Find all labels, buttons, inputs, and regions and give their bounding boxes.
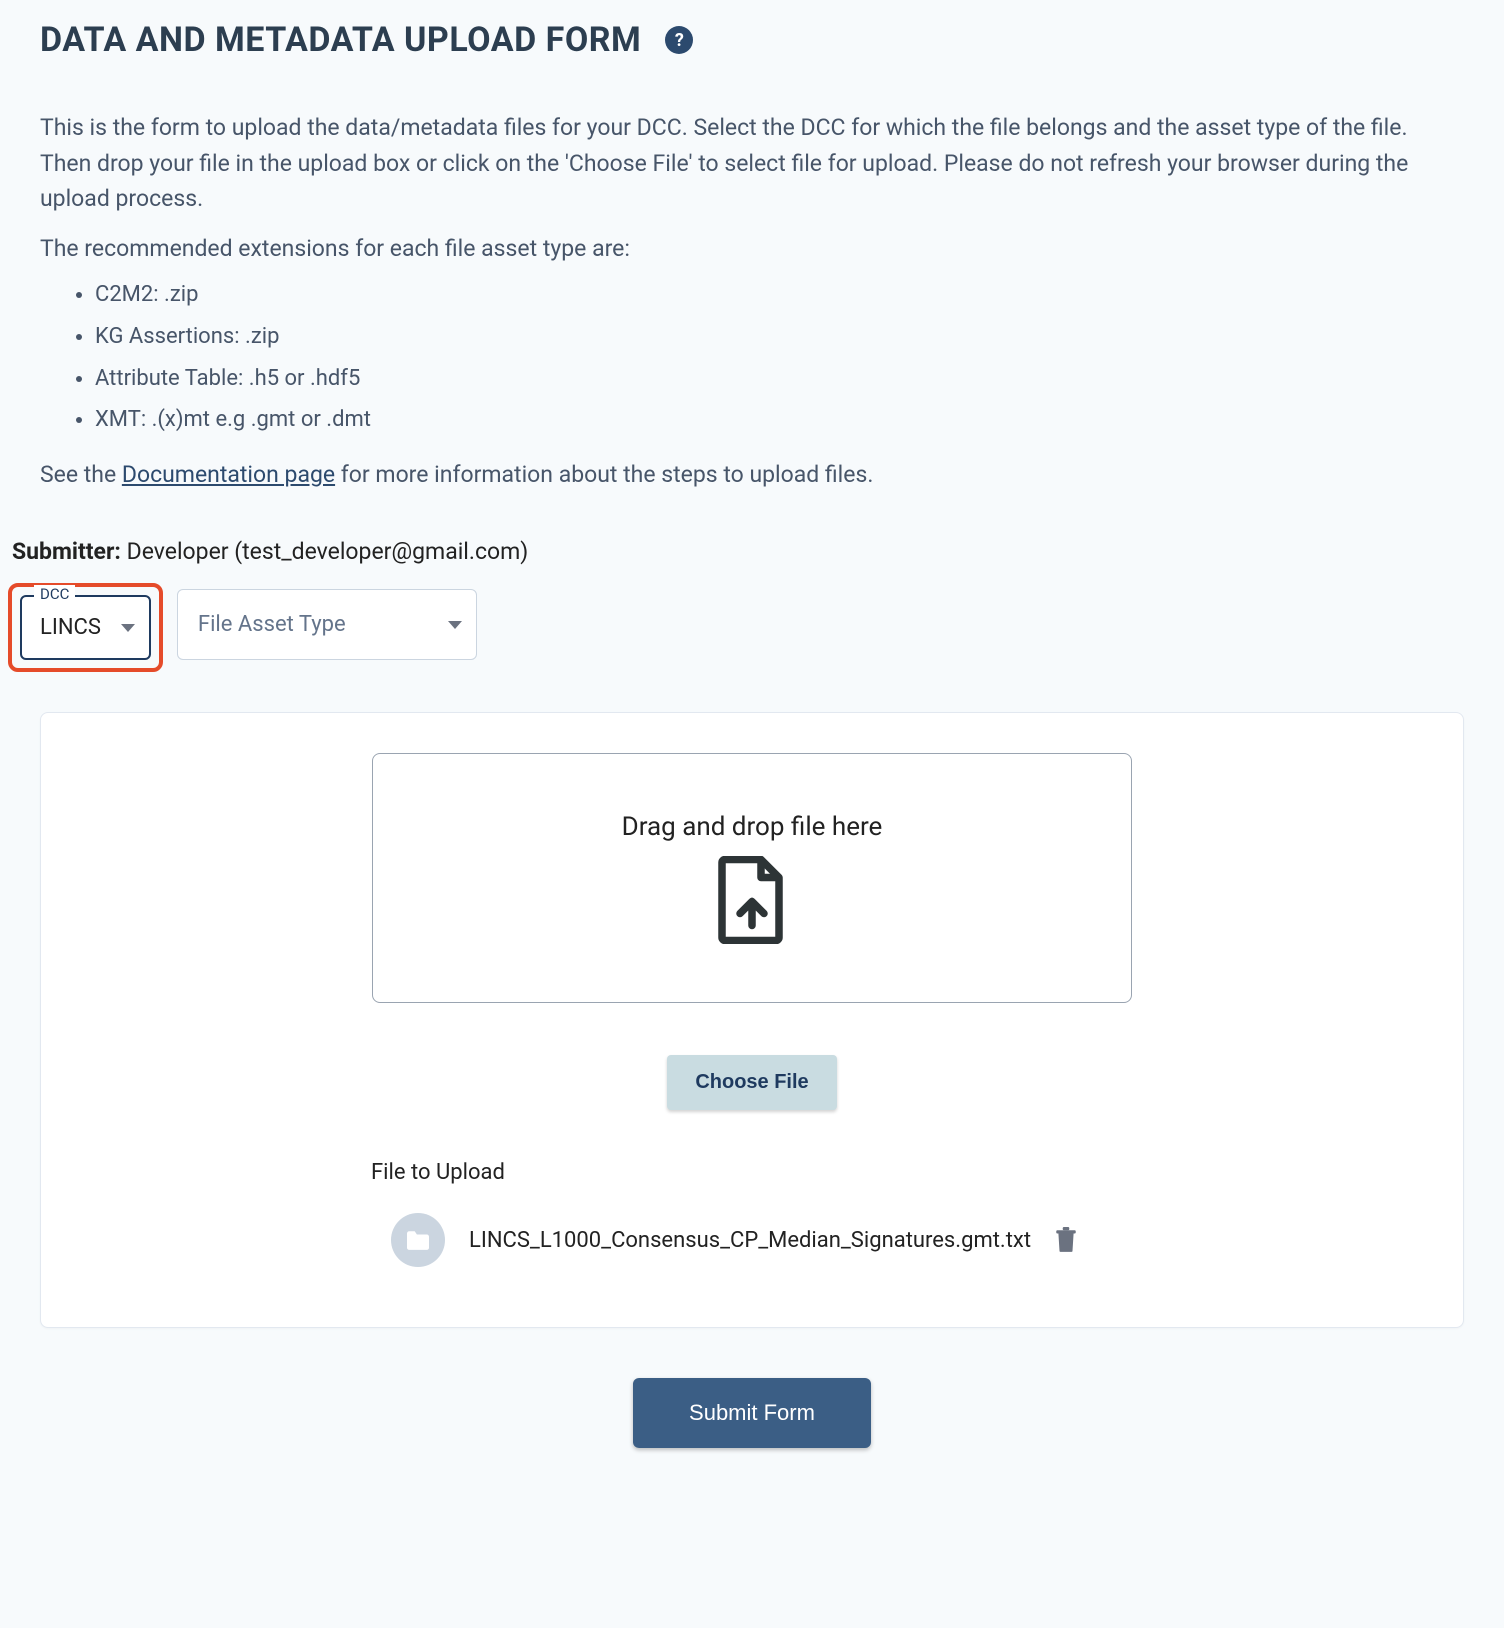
submitter-line: Submitter: Developer (test_developer@gma… [12, 538, 1464, 565]
extension-item: C2M2: .zip [95, 274, 1464, 316]
choose-file-button[interactable]: Choose File [667, 1055, 836, 1110]
submitter-label: Submitter: [12, 538, 121, 565]
intro-paragraph: This is the form to upload the data/meta… [40, 110, 1464, 217]
file-asset-type-placeholder: File Asset Type [198, 612, 346, 637]
submit-form-button[interactable]: Submit Form [633, 1378, 871, 1448]
documentation-line: See the Documentation page for more info… [40, 461, 1464, 488]
uploaded-file-row: LINCS_L1000_Consensus_CP_Median_Signatur… [391, 1213, 1077, 1267]
dcc-select-value: LINCS [40, 615, 101, 640]
chevron-down-icon [121, 624, 135, 632]
documentation-link[interactable]: Documentation page [122, 461, 335, 488]
uploaded-file-name: LINCS_L1000_Consensus_CP_Median_Signatur… [469, 1228, 1031, 1253]
file-asset-type-select[interactable]: File Asset Type [177, 589, 477, 660]
doc-prefix: See the [40, 461, 122, 488]
extension-item: KG Assertions: .zip [95, 316, 1464, 358]
dcc-select-label: DCC [34, 585, 75, 603]
doc-suffix: for more information about the steps to … [335, 461, 873, 488]
extension-item: Attribute Table: .h5 or .hdf5 [95, 358, 1464, 400]
dcc-select-highlight: DCC LINCS [8, 583, 163, 672]
chevron-down-icon [448, 621, 462, 629]
submitter-value: Developer (test_developer@gmail.com) [127, 538, 529, 565]
file-dropzone[interactable]: Drag and drop file here [372, 753, 1132, 1003]
extension-item: XMT: .(x)mt e.g .gmt or .dmt [95, 399, 1464, 441]
recommended-extensions-heading: The recommended extensions for each file… [40, 235, 1464, 262]
upload-file-icon [716, 856, 788, 944]
extension-list: C2M2: .zip KG Assertions: .zip Attribute… [40, 274, 1464, 441]
upload-card: Drag and drop file here Choose File File… [40, 712, 1464, 1328]
page-title: DATA AND METADATA UPLOAD FORM [40, 20, 641, 60]
dcc-select[interactable]: DCC LINCS [20, 595, 151, 660]
dropzone-text: Drag and drop file here [622, 812, 883, 842]
trash-icon [1055, 1227, 1077, 1253]
delete-file-button[interactable] [1055, 1227, 1077, 1253]
file-to-upload-heading: File to Upload [371, 1160, 1077, 1185]
help-icon[interactable]: ? [665, 26, 693, 54]
folder-icon [391, 1213, 445, 1267]
